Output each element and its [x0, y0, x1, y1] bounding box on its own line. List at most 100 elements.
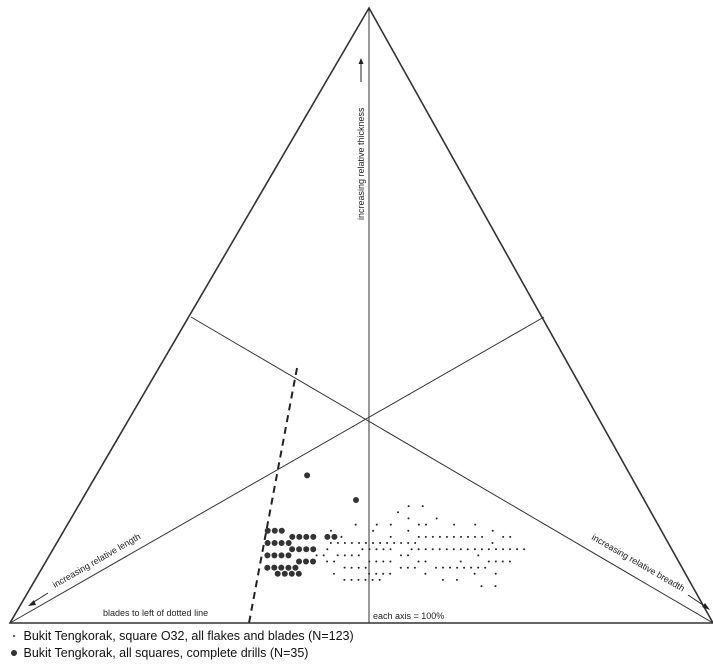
flake-point-28: [357, 578, 360, 581]
flake-point-5: [357, 554, 360, 557]
flake-point-44: [400, 554, 402, 557]
flake-point-12: [375, 548, 378, 551]
flake-point-41: [382, 572, 385, 575]
flake-point-73: [397, 511, 399, 514]
flake-point-100: [484, 566, 487, 569]
legend-item-flakes: Bukit Tengkorak, square O32, all flakes …: [8, 628, 354, 644]
flake-point-24: [389, 548, 392, 551]
flake-point-42: [330, 529, 332, 532]
drill-point-8: [278, 564, 285, 571]
flake-point-102: [481, 535, 484, 538]
flake-point-68: [435, 566, 437, 569]
flake-point-48: [399, 566, 402, 569]
flake-point-11: [343, 566, 346, 569]
flake-point-118: [508, 560, 511, 563]
drill-point-25: [278, 527, 285, 534]
breadth-axis-line: [190, 316, 713, 624]
flake-point-8: [368, 548, 371, 551]
flake-point-78: [407, 517, 410, 520]
flake-point-88: [463, 566, 466, 569]
drill-point-16: [264, 564, 271, 571]
flake-point-47: [389, 572, 392, 575]
drill-point-14: [289, 533, 296, 540]
flake-point-26: [322, 554, 325, 557]
flake-point-3: [326, 560, 329, 563]
flake-point-99: [455, 578, 458, 581]
flake-point-85: [414, 542, 417, 544]
flake-point-69: [431, 535, 434, 538]
flake-point-110: [459, 560, 462, 563]
flake-point-49: [417, 548, 420, 551]
flake-point-30: [343, 578, 346, 581]
flake-point-76: [417, 560, 420, 563]
thickness-arrowhead: [358, 58, 364, 64]
flake-point-89: [480, 548, 483, 551]
flake-point-72: [442, 566, 444, 569]
drill-point-9: [296, 558, 302, 565]
scale-note: each axis = 100%: [373, 611, 444, 621]
flake-point-115: [502, 535, 505, 538]
drill-point-10: [271, 540, 278, 546]
flake-point-23: [364, 566, 367, 569]
length-axis-line: [9, 316, 545, 624]
flake-point-112: [494, 560, 497, 563]
flake-point-33: [368, 572, 371, 575]
drill-point-29: [295, 570, 302, 577]
axis-arrows: [28, 58, 710, 610]
flake-point-113: [477, 554, 480, 557]
flake-point-103: [502, 548, 504, 551]
flake-point-4: [326, 548, 329, 551]
flake-point-61: [417, 535, 420, 538]
flake-point-106: [487, 560, 490, 563]
drill-point-3: [285, 540, 292, 546]
flake-point-7: [350, 566, 353, 569]
flake-point-31: [340, 535, 343, 538]
flake-point-81: [452, 535, 455, 538]
flake-point-43: [389, 560, 392, 563]
flake-point-122: [494, 585, 497, 588]
flake-point-109: [491, 529, 494, 532]
flake-point-45: [371, 578, 374, 581]
legend-small-dot-marker: [8, 628, 20, 644]
legend-label-drills: Bukit Tengkorak, all squares, complete d…: [23, 646, 309, 660]
length-axis-label: increasing relative length: [51, 531, 142, 589]
flake-point-0: [336, 554, 339, 557]
flake-point-97: [474, 535, 476, 538]
flake-point-17: [336, 542, 339, 544]
breadth-arrow: [687, 594, 707, 608]
triangle-outline: [8, 6, 713, 624]
flake-point-79: [445, 535, 448, 538]
flake-point-74: [438, 535, 441, 538]
flake-point-54: [389, 535, 392, 538]
flake-point-32: [393, 542, 396, 544]
flake-point-50: [407, 554, 409, 557]
drill-point-21: [274, 570, 281, 577]
flake-point-27: [372, 542, 374, 544]
drill-point-19: [288, 570, 295, 577]
flake-point-90: [441, 578, 444, 581]
drill-point-11: [303, 546, 310, 553]
flake-point-20: [382, 548, 385, 551]
drill-point-7: [296, 546, 303, 553]
drill-point-26: [264, 527, 271, 534]
flake-point-46: [410, 548, 413, 551]
flake-point-93: [487, 548, 490, 551]
drill-point-33: [304, 472, 311, 479]
drill-point-23: [303, 533, 310, 540]
legend-item-drills: Bukit Tengkorak, all squares, complete d…: [8, 645, 308, 661]
flake-point-83: [473, 548, 476, 551]
flake-point-55: [407, 542, 410, 544]
flake-point-92: [467, 535, 469, 538]
flake-point-25: [361, 548, 364, 551]
flake-point-40: [400, 542, 403, 544]
flake-point-70: [389, 523, 392, 526]
flake-point-10: [343, 542, 346, 544]
flake-point-21: [357, 566, 360, 569]
drill-point-0: [278, 552, 285, 559]
flake-point-91: [470, 566, 473, 569]
drill-point-17: [289, 546, 296, 553]
breadth-arrowhead: [702, 603, 710, 610]
drill-point-12: [271, 564, 278, 571]
flake-point-63: [424, 572, 427, 575]
flake-point-1: [343, 554, 346, 557]
